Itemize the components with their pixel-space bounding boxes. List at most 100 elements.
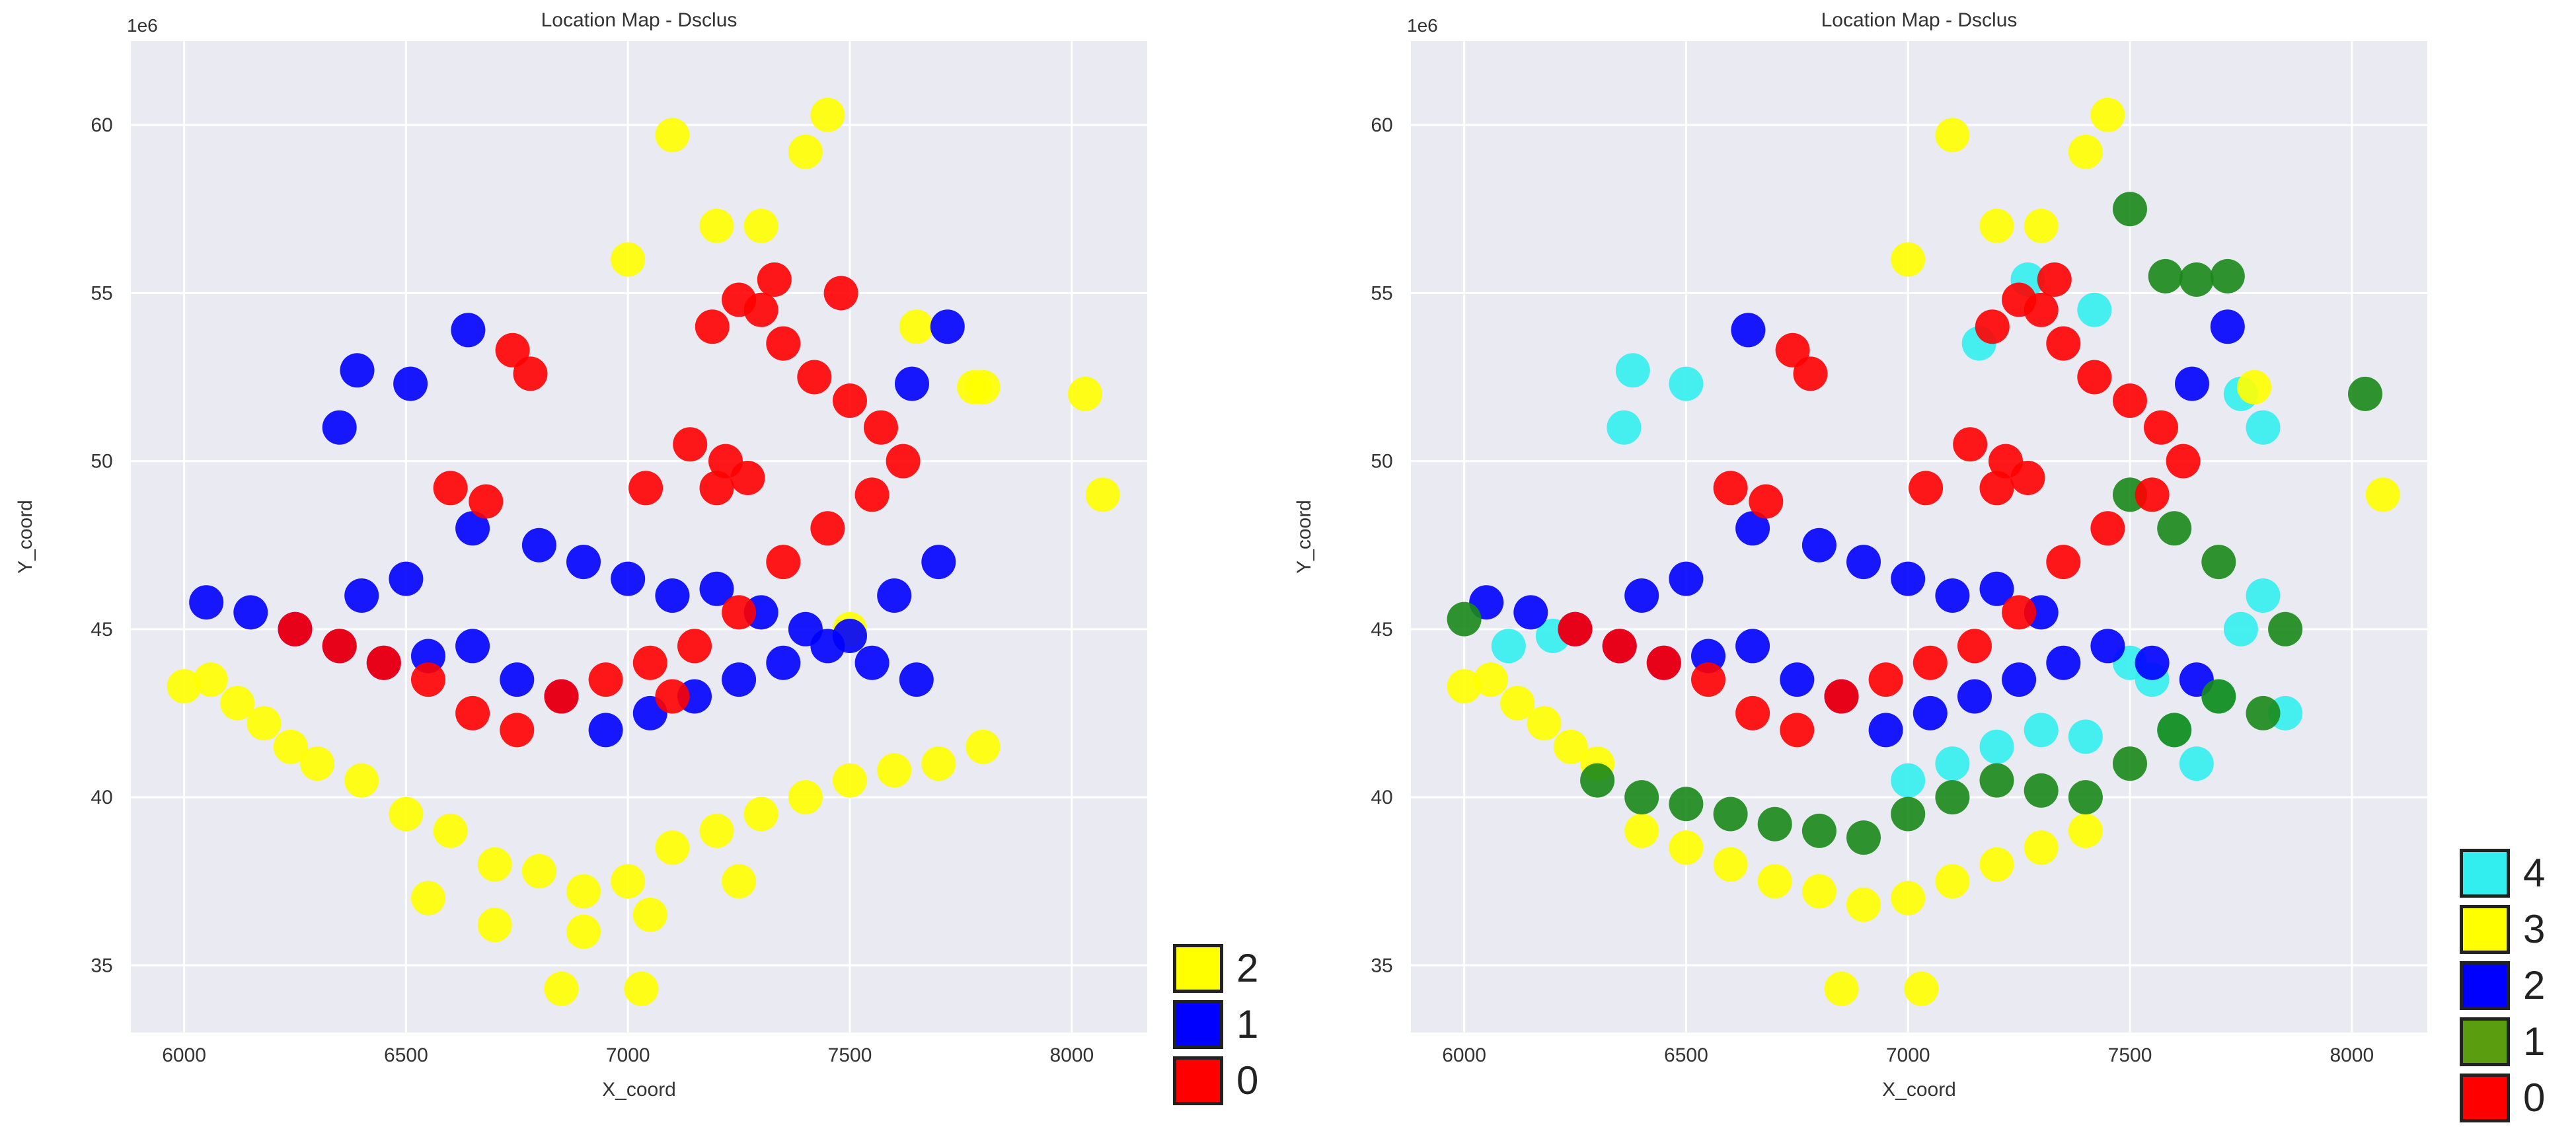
right-chart-panel: Location Map - Dsclus 1e6 X_coord Y_coor… [1288, 0, 2576, 1130]
data-point-series-0 [1691, 662, 1725, 697]
data-point-series-2 [966, 729, 1001, 764]
data-point-series-0 [1775, 332, 1810, 368]
data-point-series-3 [1846, 887, 1881, 922]
data-point-series-1 [1979, 763, 2014, 798]
data-point-series-1 [722, 662, 757, 697]
data-point-series-2 [1957, 679, 1992, 714]
data-point-series-0 [1646, 645, 1681, 680]
data-point-series-0 [1793, 356, 1828, 391]
data-point-series-0 [730, 461, 765, 495]
data-point-series-1 [393, 366, 428, 401]
data-point-series-0 [2046, 545, 2081, 580]
data-point-series-2 [699, 813, 734, 848]
legend-label: 1 [1236, 1002, 1259, 1046]
data-point-series-2 [1731, 313, 1766, 348]
data-point-series-4 [1891, 763, 1926, 798]
data-point-series-2 [389, 797, 424, 832]
data-point-series-0 [2166, 444, 2201, 479]
data-point-series-2 [2002, 662, 2037, 697]
data-point-series-2 [521, 853, 556, 888]
x-tick-label: 8000 [2330, 1044, 2374, 1066]
data-point-series-2 [1868, 713, 1903, 748]
data-point-series-2 [273, 729, 308, 764]
data-point-series-2 [2090, 629, 2125, 664]
data-point-series-0 [513, 356, 548, 391]
data-point-series-2 [788, 134, 823, 169]
data-point-series-3 [1824, 971, 1859, 1006]
data-point-series-2 [1669, 561, 1704, 596]
legend-label: 3 [2523, 907, 2546, 951]
data-point-series-2 [957, 370, 992, 405]
x-tick-label: 7000 [606, 1044, 650, 1066]
data-point-series-4 [2077, 292, 2112, 327]
y-tick-label: 60 [91, 114, 112, 136]
data-point-series-0 [433, 471, 468, 506]
legend: 4 3 2 1 0 [2460, 845, 2563, 1126]
data-point-series-2 [566, 914, 601, 949]
legend-label: 0 [2523, 1075, 2546, 1120]
data-point-series-1 [854, 645, 890, 680]
data-point-series-1 [2201, 679, 2236, 714]
data-point-series-1 [1846, 820, 1881, 855]
data-point-series-2 [2175, 366, 2209, 401]
data-point-series-3 [1527, 706, 1562, 741]
data-point-series-2 [632, 898, 667, 932]
right-scatter-chart: Location Map - Dsclus 1e6 X_coord Y_coor… [1293, 9, 2427, 1101]
data-point-series-2 [743, 208, 778, 243]
data-point-series-3 [2068, 134, 2103, 169]
data-point-series-2 [1913, 695, 1948, 730]
data-point-series-1 [611, 561, 646, 596]
tick-labels: 6000 6500 7000 7500 8000 35 40 45 50 55 60 [91, 114, 1094, 1066]
data-point-series-0 [2024, 292, 2059, 327]
data-point-series-1 [2148, 258, 2183, 293]
data-point-series-3 [1891, 242, 1926, 277]
data-point-series-2 [655, 830, 690, 865]
data-point-series-2 [246, 706, 282, 741]
data-point-series-2 [1068, 376, 1102, 411]
y-tick-label: 35 [1371, 955, 1392, 976]
data-point-series-1 [877, 578, 912, 613]
data-point-series-2 [2210, 309, 2245, 344]
data-point-series-2 [477, 847, 512, 882]
data-point-series-0 [757, 262, 792, 297]
data-point-series-1 [2179, 262, 2214, 297]
data-point-series-0 [677, 629, 712, 664]
legend-swatch [2460, 1073, 2510, 1122]
data-point-series-3 [1447, 669, 1482, 704]
data-point-series-0 [1979, 471, 2014, 506]
y-offset-label: 1e6 [1407, 15, 1438, 36]
y-tick-label: 55 [91, 282, 112, 304]
y-axis-label: Y_coord [15, 500, 36, 574]
x-axis-label: X_coord [602, 1079, 676, 1101]
data-point-series-2 [699, 208, 734, 243]
x-tick-label: 6500 [1664, 1044, 1708, 1066]
data-point-series-2 [1780, 662, 1815, 697]
chart-title: Location Map - Dsclus [1821, 9, 2018, 31]
data-point-series-0 [1953, 427, 1988, 462]
data-point-series-2 [788, 780, 823, 815]
data-point-series-0 [411, 662, 445, 697]
data-point-series-3 [1979, 208, 2014, 243]
data-point-series-0 [673, 427, 708, 462]
data-point-series-1 [389, 561, 424, 596]
data-point-series-1 [2201, 545, 2236, 580]
data-point-series-3 [1500, 685, 1535, 721]
legend-label: 4 [2523, 851, 2546, 895]
data-point-series-0 [469, 484, 504, 519]
legend-label: 2 [2523, 963, 2546, 1007]
data-point-series-1 [899, 662, 934, 697]
data-point-series-0 [722, 595, 757, 630]
data-point-series-1 [1801, 813, 1837, 848]
data-point-series-1 [2024, 773, 2059, 808]
data-point-series-4 [2246, 578, 2281, 613]
data-point-series-3 [2365, 477, 2400, 512]
data-point-series-1 [921, 545, 956, 580]
x-tick-label: 8000 [1049, 1044, 1094, 1066]
legend-item: 3 [2460, 901, 2563, 957]
legend-label: 0 [1236, 1058, 1259, 1103]
data-point-series-4 [1935, 746, 1970, 781]
data-point-series-1 [189, 585, 224, 620]
data-point-series-0 [322, 629, 357, 664]
data-point-series-1 [2157, 713, 2192, 748]
y-axis-label: Y_coord [1293, 500, 1315, 574]
